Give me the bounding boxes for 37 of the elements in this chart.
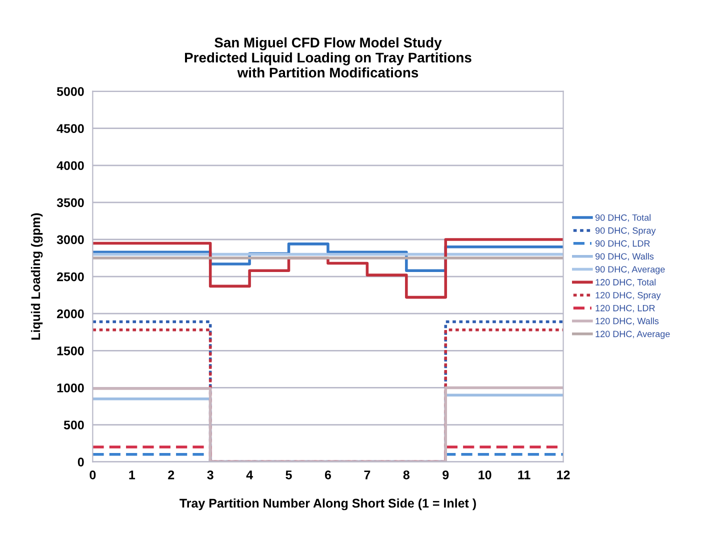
y-tick-label: 4000 — [56, 161, 84, 170]
y-tick-label: 1000 — [57, 384, 84, 392]
x-tick-label: 11 — [518, 470, 530, 480]
y-tick-label: 2000 — [56, 309, 84, 318]
y-tick-label: 0 — [78, 458, 84, 466]
legend-label: 90 DHC, Total — [595, 214, 650, 222]
legend-label: 90 DHC, Average — [595, 266, 665, 274]
y-tick-label: 5000 — [56, 87, 84, 96]
chart-title: San Miguel CFD Flow Model Study Predicted Liquid Loading on Tray Partitions with Partition Modifications — [185, 37, 472, 78]
legend-label: 90 DHC, Walls — [595, 252, 654, 261]
legend-label: 120 DHC, Average — [596, 330, 670, 339]
x-tick-label: 5 — [286, 470, 292, 480]
legend-label: 90 DHC, LDR — [595, 240, 650, 248]
x-tick-label: 7 — [364, 470, 370, 480]
y-tick-label: 1500 — [57, 346, 84, 356]
x-tick-label: 2 — [168, 470, 174, 480]
x-tick-label: 4 — [246, 470, 253, 480]
y-tick-label: 3500 — [56, 198, 84, 208]
y-tick-label: 3000 — [56, 235, 84, 244]
y-tick-label: 500 — [64, 420, 84, 430]
legend-label: 90 DHC, Spray — [595, 227, 656, 236]
x-tick-label: 10 — [478, 470, 492, 480]
y-tick-label: 4500 — [56, 124, 84, 133]
x-tick-label: 6 — [324, 470, 332, 480]
legend-label: 120 DHC, Total — [596, 278, 656, 287]
legend-label: 120 DHC, Spray — [596, 292, 661, 300]
x-tick-label: 12 — [557, 470, 570, 480]
y-axis-title: Liquid Loading (gpm) — [30, 213, 43, 340]
legend-label: 120 DHC, LDR — [596, 304, 655, 312]
x-tick-label: 8 — [403, 470, 410, 480]
x-axis-title: Tray Partition Number Along Short Side (1 = Inlet ) — [180, 498, 476, 510]
legend-label: 120 DHC, Walls — [596, 318, 659, 326]
y-tick-label: 2500 — [56, 272, 84, 282]
x-tick-label: 3 — [207, 470, 214, 480]
x-tick-label: 0 — [90, 470, 96, 480]
x-tick-label: 9 — [442, 470, 449, 480]
x-tick-label: 1 — [129, 470, 136, 480]
